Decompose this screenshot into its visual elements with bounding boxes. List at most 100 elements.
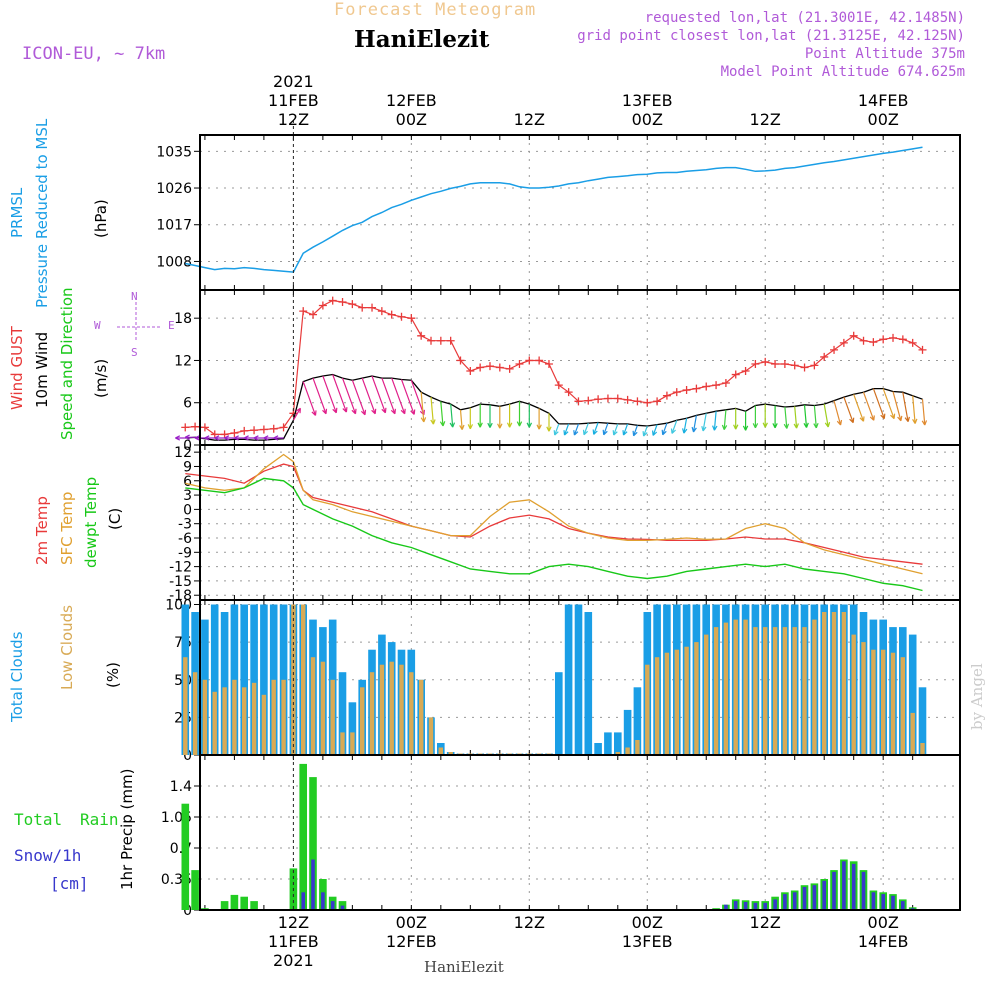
low-cloud-bar	[723, 622, 729, 755]
low-cloud-bar	[910, 712, 915, 755]
gust-marker	[800, 363, 809, 372]
rain-bar	[230, 894, 239, 910]
snow-bar	[822, 880, 826, 910]
low-cloud-bar	[360, 687, 365, 755]
low-cloud-bar	[890, 652, 896, 755]
low-cloud-bar	[792, 627, 797, 755]
low-cloud-bar	[281, 679, 286, 755]
gust-marker	[397, 312, 406, 321]
low-cloud-bar	[310, 657, 316, 755]
gust-marker	[702, 382, 711, 391]
low-cloud-bar	[389, 661, 394, 755]
ytick-label: 12	[174, 445, 192, 461]
total-cloud-bar	[279, 604, 288, 755]
wind-arrow	[341, 377, 357, 415]
total-cloud-bar	[348, 702, 357, 755]
snow-bar	[311, 859, 315, 910]
gust-marker	[417, 331, 426, 340]
wind-arrow	[921, 399, 928, 426]
precip-label: 1hr Precip (mm)	[118, 768, 136, 890]
temp-label-1: 2m Temp	[33, 496, 51, 565]
gust-marker	[210, 430, 219, 439]
wind-arrow	[642, 425, 648, 437]
time-label-top: 11FEB	[268, 91, 319, 110]
low-cloud-bar	[350, 732, 355, 755]
gust-marker	[368, 303, 377, 312]
ytick-label: -12	[169, 560, 192, 576]
pressure-label-2: Pressure Reduced to MSL	[33, 118, 51, 308]
low-cloud-bar	[763, 627, 768, 755]
gust-marker	[643, 398, 652, 407]
total-cloud-bar	[230, 604, 239, 755]
rain-bar	[250, 901, 258, 910]
snow-bar	[783, 894, 787, 910]
wind-arrow	[526, 404, 533, 428]
wind-arrow	[882, 388, 896, 420]
gust-marker	[427, 336, 436, 345]
wind-arrow	[214, 435, 225, 441]
wind-arrow	[682, 418, 688, 434]
low-cloud-bar	[861, 642, 866, 755]
ytick-label: 3	[183, 488, 192, 504]
total-cloud-bar	[633, 687, 642, 755]
snow-bar	[724, 904, 728, 910]
snow-bar	[340, 905, 345, 910]
wind-arrow	[652, 424, 658, 436]
gust-marker	[810, 361, 819, 370]
gust-marker	[328, 296, 337, 305]
wind-arrow	[497, 406, 503, 429]
precip-side-snow: Snow/1h	[14, 846, 82, 865]
time-label-top: 00Z	[632, 110, 663, 129]
gust-marker	[908, 338, 917, 347]
total-cloud-bar	[240, 604, 248, 755]
time-label-bottom: 2021	[273, 951, 314, 970]
time-label-bottom: 00Z	[632, 913, 663, 932]
snow-bar	[753, 902, 758, 910]
time-label-bottom: 12Z	[514, 913, 545, 932]
compass-north: N	[131, 290, 138, 303]
wind-arrow	[752, 405, 759, 429]
gust-marker	[869, 338, 878, 347]
wind-arrow	[224, 435, 235, 441]
gust-marker	[584, 396, 593, 405]
rain-bar	[299, 763, 307, 910]
low-cloud-bar	[202, 679, 208, 755]
low-cloud-bar	[379, 664, 385, 755]
total-cloud-bar	[555, 672, 563, 755]
wind-arrow	[292, 407, 301, 421]
wind-arrow	[351, 379, 367, 416]
low-cloud-bar	[271, 679, 276, 755]
total-cloud-bar	[623, 709, 632, 755]
low-cloud-bar	[684, 646, 689, 755]
wind-arrow	[661, 422, 668, 436]
clouds-label-3: (%)	[104, 662, 122, 688]
wind-arrow	[371, 375, 387, 414]
low-cloud-bar	[713, 627, 719, 755]
wind-arrow	[612, 423, 619, 436]
wind-arrow	[233, 435, 245, 441]
gust-marker	[682, 386, 691, 395]
gust-marker	[191, 422, 200, 431]
temp-label-2: SFC Temp	[58, 491, 76, 565]
wind-arrow	[361, 377, 377, 415]
gust-marker	[544, 359, 553, 368]
low-cloud-bar	[232, 679, 237, 755]
gust-marker	[889, 333, 898, 342]
temp-label-4: (C)	[106, 507, 124, 530]
wind-arrow	[184, 434, 196, 440]
snow-bar	[792, 892, 797, 910]
snow-bar	[763, 902, 767, 910]
snow-bar	[802, 887, 807, 910]
total-cloud-bar	[250, 604, 258, 755]
wind-arrow	[322, 375, 338, 414]
total-cloud-bar	[918, 687, 927, 755]
total-cloud-bar	[564, 604, 573, 755]
wind-arrow	[467, 407, 474, 430]
ytick-label: 6	[183, 396, 192, 412]
wind-arrow	[449, 404, 456, 428]
gust-marker	[751, 359, 760, 368]
wind-arrow	[332, 374, 348, 413]
total-cloud-bar	[260, 604, 268, 755]
point-altitude: Point Altitude 375m	[804, 46, 965, 62]
